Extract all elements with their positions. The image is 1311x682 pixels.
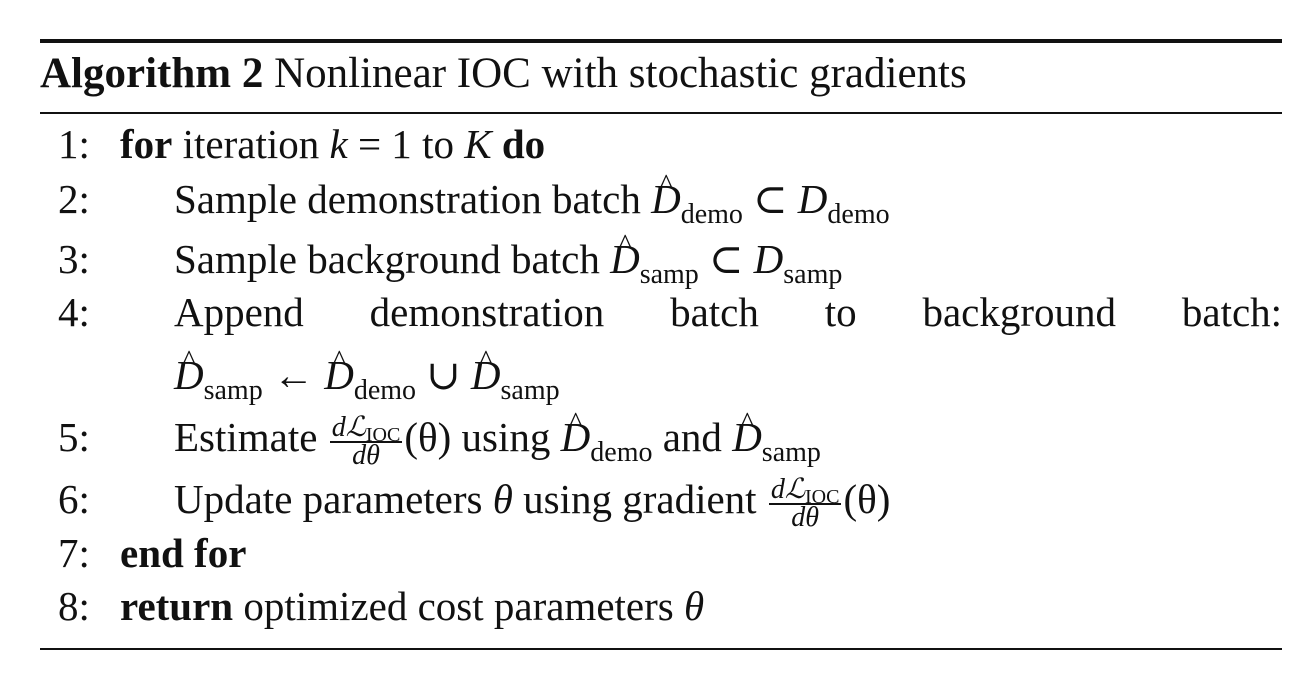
line-text: to — [422, 121, 454, 167]
hat-accent: ^ — [182, 344, 197, 377]
gradient-fraction: dℒIOC dθ — [329, 411, 403, 471]
line-number: 6: — [58, 476, 90, 522]
line-number: 2: — [58, 176, 90, 222]
keyword-return: return — [120, 583, 234, 629]
line-text: Sample background batch — [174, 236, 600, 282]
line-text: iteration — [182, 121, 320, 167]
keyword-end-for: end for — [120, 530, 247, 576]
subset-operator: ⊂ — [709, 236, 744, 282]
line-text: Update parameters — [174, 476, 483, 522]
subscript-samp: samp — [761, 437, 821, 468]
hat-accent: ^ — [568, 406, 583, 439]
algorithm-line-3: 3: Sample background batch ^ Dsamp ⊂ Dsamp — [58, 228, 842, 289]
samp-batch-symbol: ^ D — [610, 228, 640, 284]
subscript-demo: demo — [827, 199, 890, 230]
line-number: 8: — [58, 583, 90, 629]
line-text: Sample demonstration batch — [174, 176, 641, 222]
variable-K: K — [464, 121, 492, 167]
line-number: 1: — [58, 121, 90, 167]
subset-operator: ⊂ — [753, 176, 788, 222]
line-number: 4: — [58, 289, 90, 335]
hat-accent: ^ — [618, 228, 633, 261]
hat-accent: ^ — [332, 344, 347, 377]
samp-batch-symbol: ^ D — [471, 344, 501, 400]
subscript-demo: demo — [353, 375, 417, 406]
demo-batch-symbol: ^ D — [561, 406, 591, 462]
line-number: 7: — [58, 530, 90, 576]
subscript-samp: samp — [203, 375, 263, 406]
subscript-demo: demo — [680, 199, 743, 230]
samp-batch-symbol: ^ D — [732, 406, 762, 462]
assign-arrow: ← — [272, 352, 314, 398]
subscript-samp: samp — [500, 375, 560, 406]
algorithm-line-6: 6: Update parameters θ using gradient dℒI… — [58, 474, 891, 531]
variable-theta: θ — [683, 583, 705, 629]
caption-top-rule — [40, 39, 1282, 43]
subscript-samp: samp — [639, 259, 699, 290]
variable-k: k — [329, 121, 348, 167]
subscript-demo: demo — [590, 437, 653, 468]
algorithm-bottom-rule — [40, 648, 1282, 650]
algorithm-line-4-continued: ^ Dsamp ← ^ Ddemo ∪ ^ Dsamp — [58, 344, 560, 405]
algorithm-line-7: 7: end for — [58, 528, 246, 578]
hat-accent: ^ — [659, 168, 674, 201]
line-text: Append demonstration batch to background… — [174, 289, 1283, 335]
algorithm-label: Algorithm 2 — [40, 50, 264, 97]
demo-set-symbol: D — [797, 176, 828, 222]
theta-argument: (θ) — [843, 476, 891, 522]
keyword-do: do — [501, 121, 546, 167]
union-operator: ∪ — [426, 352, 461, 398]
subscript-samp: samp — [783, 259, 843, 290]
theta-argument: (θ) — [404, 414, 452, 460]
line-text: optimized cost parameters — [243, 583, 674, 629]
line-text: using — [461, 414, 551, 460]
samp-set-symbol: D — [753, 236, 784, 282]
algorithm-line-1: 1: for iteration k = 1 to K do — [58, 119, 545, 169]
algorithm-line-2: 2: Sample demonstration batch ^ Ddemo ⊂ Dd… — [58, 168, 890, 229]
samp-batch-symbol: ^ D — [174, 344, 204, 400]
hat-accent: ^ — [478, 344, 493, 377]
algorithm-line-4: 4: Append demonstration batch to backgrou… — [58, 287, 1282, 337]
line-number: 3: — [58, 236, 90, 282]
line-text: using gradient — [523, 476, 757, 522]
algorithm-title: Nonlinear IOC with stochastic gradients — [274, 50, 967, 97]
line-text: and — [662, 414, 722, 460]
variable-theta: θ — [492, 476, 513, 522]
line-number: 5: — [58, 414, 90, 460]
algorithm-line-8: 8: return optimized cost parameters θ — [58, 581, 704, 631]
demo-batch-symbol: ^ D — [651, 168, 681, 224]
algorithm-caption: Algorithm 2 Nonlinear IOC with stochasti… — [40, 46, 967, 102]
demo-batch-symbol: ^ D — [324, 344, 354, 400]
line-text: Estimate — [174, 414, 318, 460]
algorithm-line-5: 5: Estimate dℒIOC dθ (θ) using ^ Ddemo and ^… — [58, 406, 821, 469]
equals-one: = 1 — [357, 121, 412, 167]
gradient-fraction: dℒIOC dθ — [768, 473, 842, 533]
keyword-for: for — [120, 121, 173, 167]
hat-accent: ^ — [740, 406, 755, 439]
caption-bottom-rule — [40, 112, 1282, 114]
